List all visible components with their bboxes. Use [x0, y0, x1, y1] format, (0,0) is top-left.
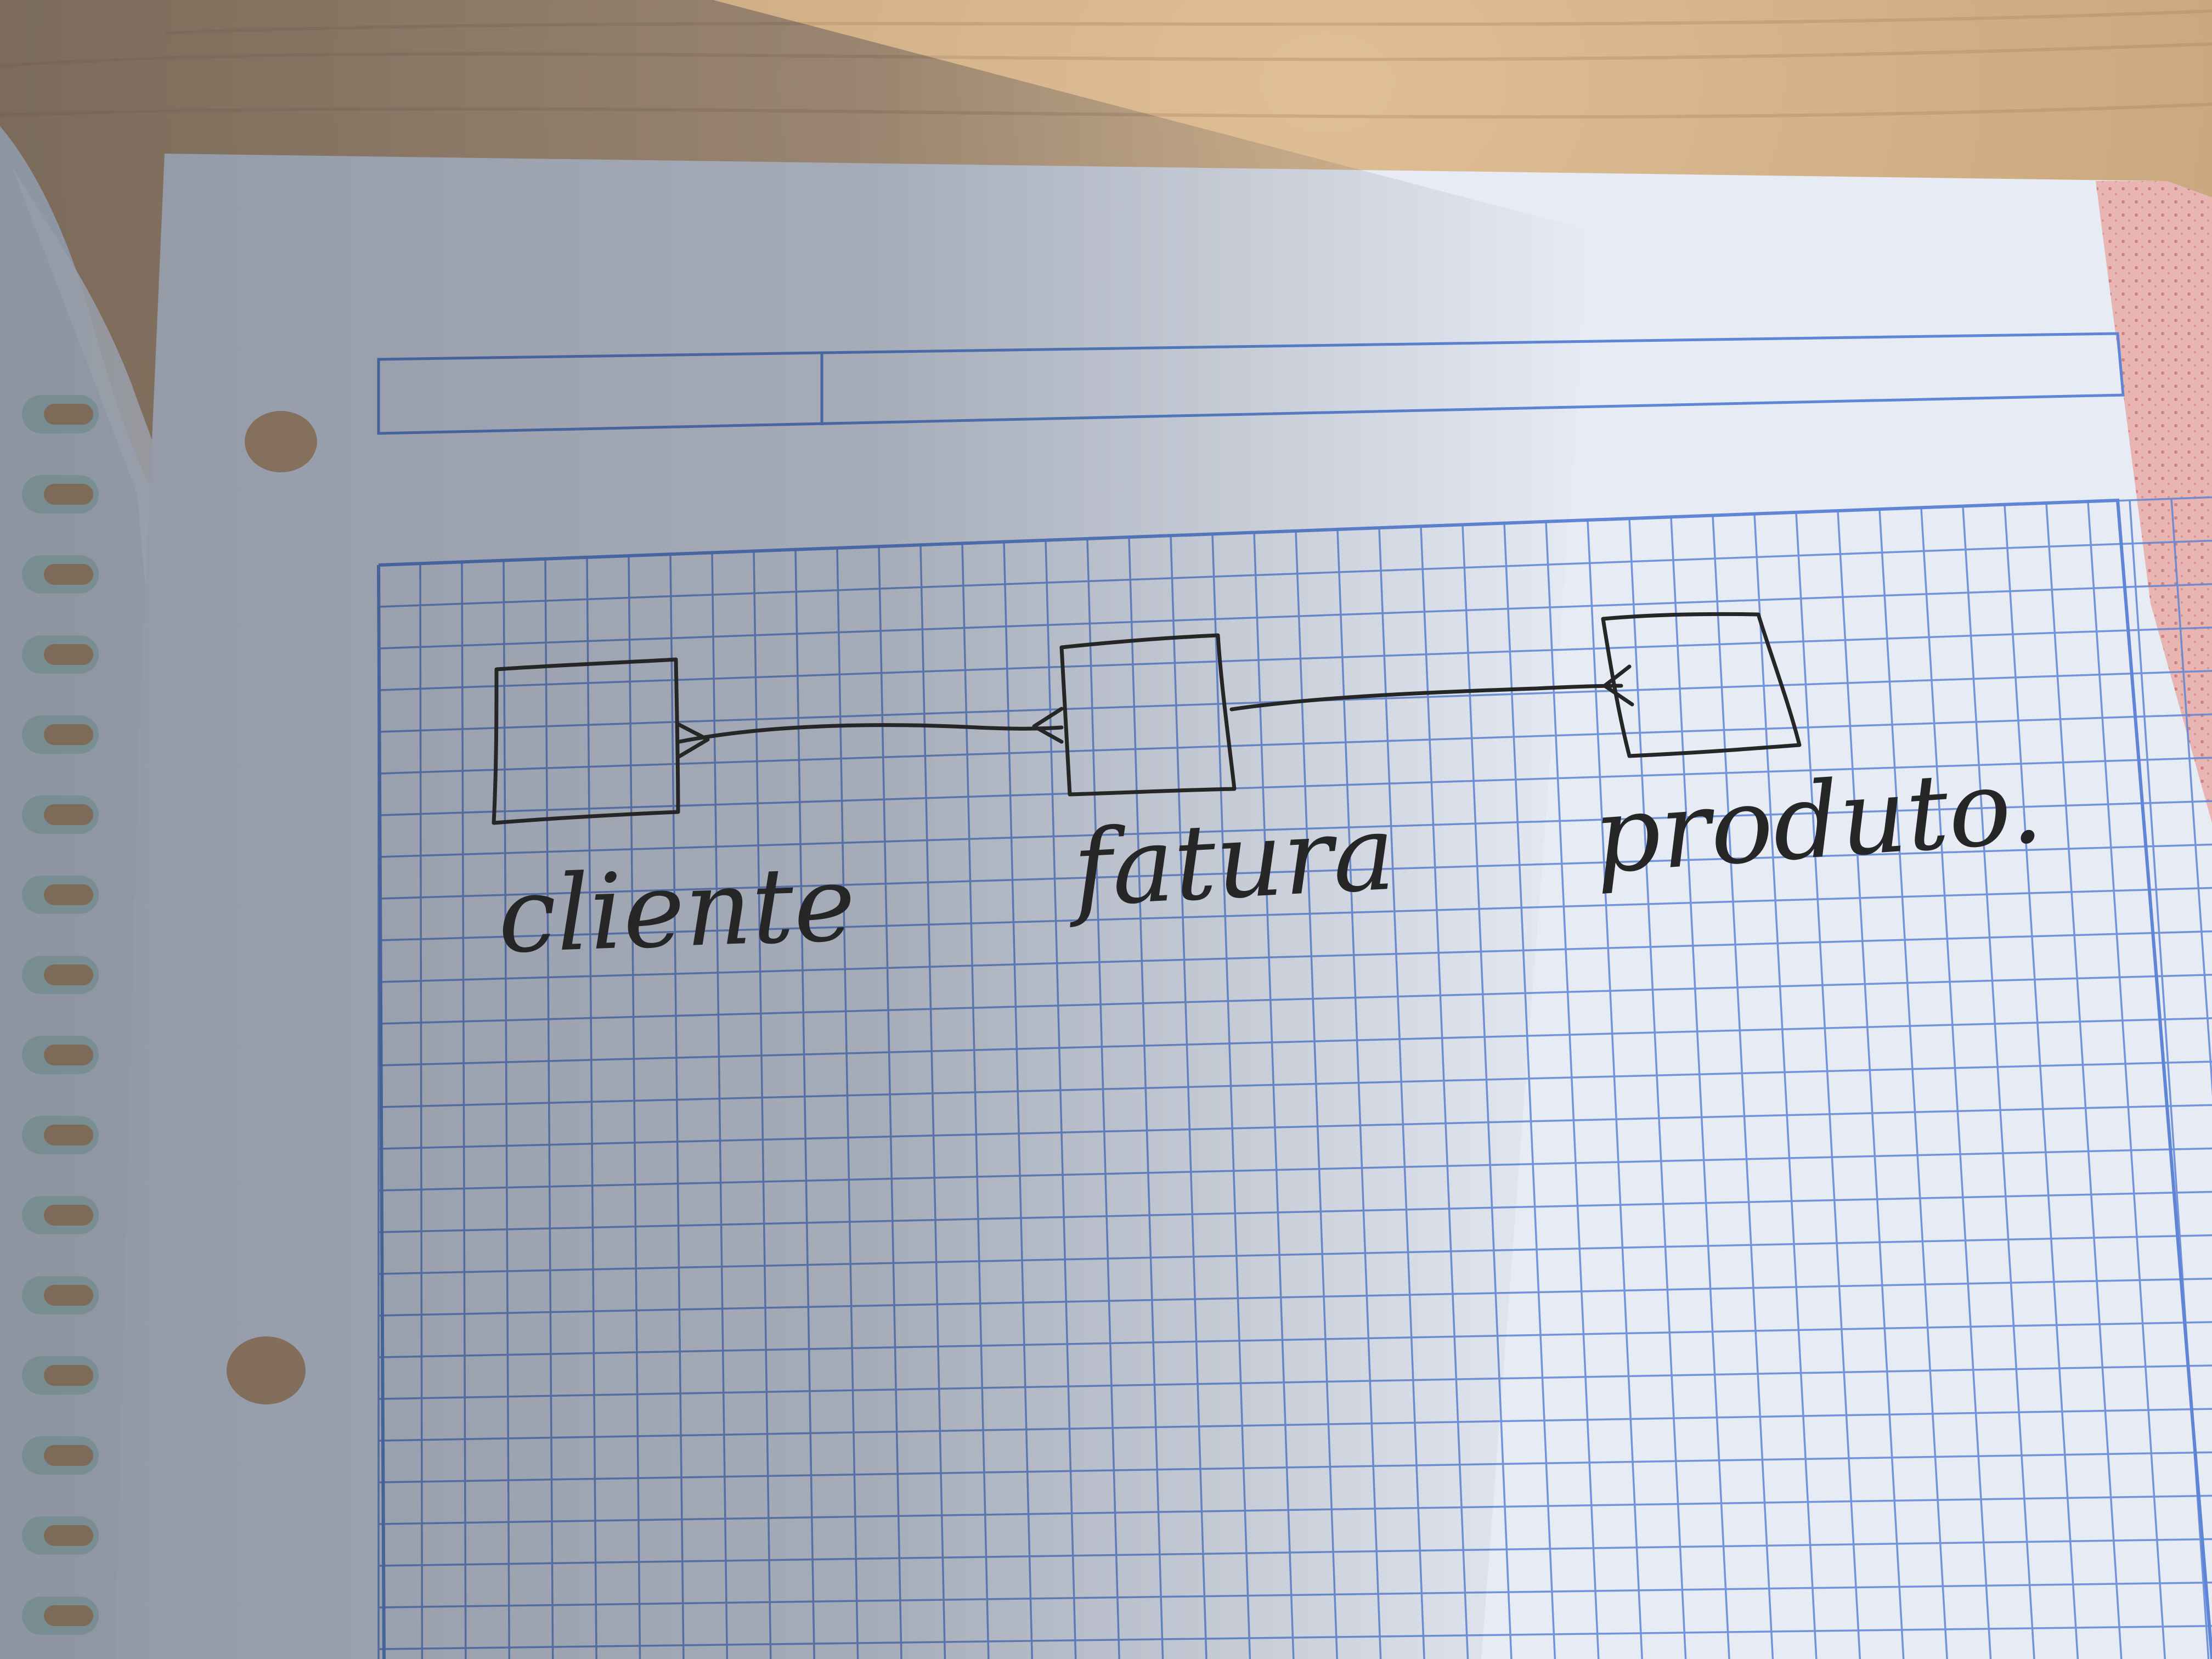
- grid-line-vertical: [1753, 514, 1818, 1659]
- shadow-band: [0, 0, 1591, 1659]
- grid-line-vertical: [1920, 507, 1992, 1659]
- grid-line-vertical: [1587, 520, 1643, 1659]
- grid-line-vertical: [1628, 518, 1687, 1659]
- grid-line-vertical: [1670, 517, 1730, 1659]
- grid-line-vertical: [1712, 515, 1774, 1659]
- grid-line-vertical: [1962, 506, 2035, 1659]
- entity-box-cliente: [492, 657, 680, 825]
- relationship-line-cliente-fatura: [677, 723, 1064, 744]
- entity-box-fatura: [1059, 633, 1237, 797]
- grid-line-vertical: [1878, 509, 1948, 1659]
- relationship-line-fatura-produto: [1229, 684, 1623, 712]
- crow-foot-marker-fatura: [1032, 707, 1064, 744]
- grid-line-vertical: [2045, 503, 2123, 1659]
- grid-line-vertical: [2087, 501, 2166, 1659]
- entity-label-cliente: cliente: [496, 843, 857, 977]
- crow-foot-marker-produto: [1602, 664, 1634, 707]
- grid-line-vertical: [1545, 522, 1600, 1659]
- entity-box-produto: [1601, 612, 1802, 758]
- entity-label-fatura: fatura: [1064, 792, 1398, 930]
- grid-line-vertical: [1795, 512, 1861, 1659]
- crow-foot-marker-cliente: [676, 722, 710, 759]
- grid-line-vertical: [1837, 511, 1905, 1659]
- er-diagram: [492, 612, 1802, 825]
- grid-line-vertical: [2004, 505, 2079, 1659]
